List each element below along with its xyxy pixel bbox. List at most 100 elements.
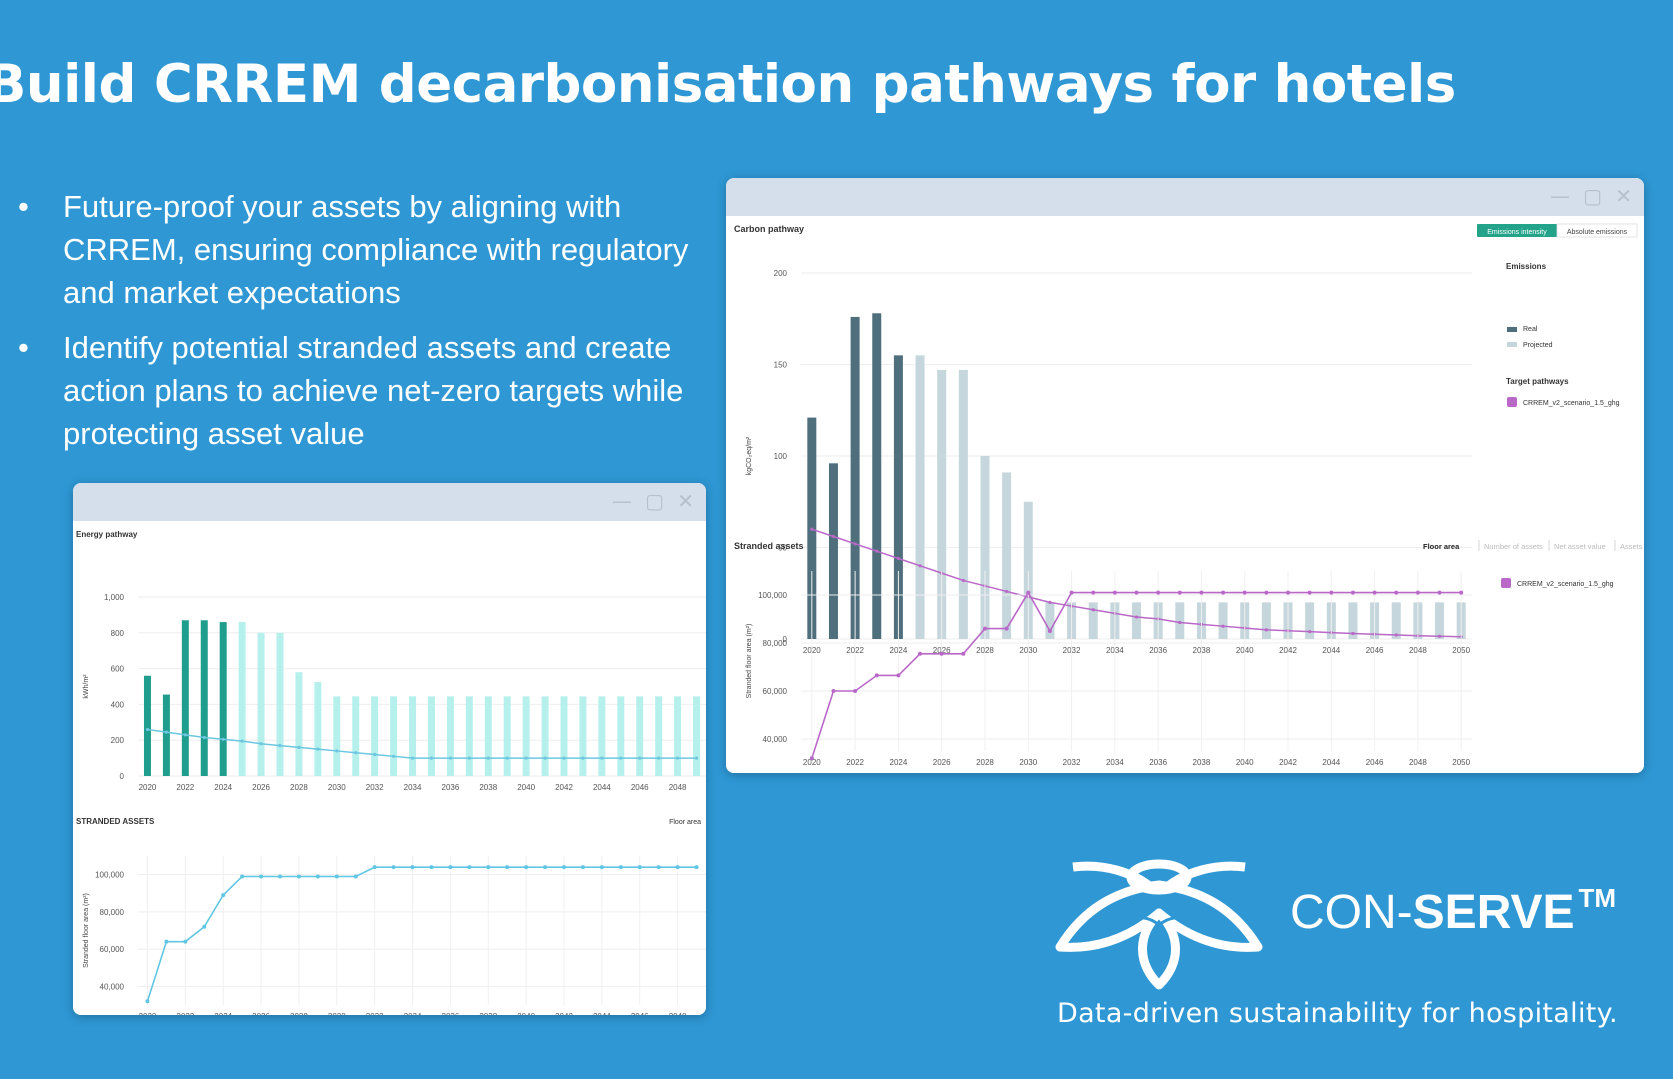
pathway-point xyxy=(467,756,471,760)
pathway-point xyxy=(202,735,206,740)
y-tick-label: 100 xyxy=(774,452,788,461)
bar-projected xyxy=(1088,602,1098,639)
pathway-point xyxy=(354,751,358,755)
x-tick-label: 2034 xyxy=(1106,758,1124,767)
trademark-mark: TM xyxy=(1578,883,1617,913)
pathway-point xyxy=(335,749,339,753)
x-tick-label: 2040 xyxy=(1236,758,1254,767)
stranded-point xyxy=(543,865,548,870)
pathway-point xyxy=(524,756,528,760)
bar-projected xyxy=(333,696,341,776)
bar-projected xyxy=(390,696,398,776)
pathway-point xyxy=(1394,633,1398,637)
stranded-point xyxy=(675,865,680,870)
stranded-point xyxy=(853,689,858,693)
y-tick-label: 50 xyxy=(778,544,787,553)
close-icon[interactable]: ✕ xyxy=(677,489,694,513)
stranded-point xyxy=(1286,590,1291,595)
tab-assets-list[interactable]: Assets list xyxy=(1620,542,1644,551)
stranded-point xyxy=(391,865,396,870)
pathway-point xyxy=(1048,600,1052,604)
bar-projected xyxy=(409,696,417,776)
x-tick-label: 2022 xyxy=(176,1012,194,1015)
tab-floor-area[interactable]: Floor area xyxy=(1423,542,1460,551)
bullet-item: • Identify potential stranded assets and … xyxy=(18,326,698,455)
pathway-point xyxy=(810,527,814,531)
x-tick-label: 2036 xyxy=(1149,758,1167,767)
bar-projected xyxy=(314,682,322,776)
y-tick-label: 200 xyxy=(111,736,125,745)
stranded-point xyxy=(410,865,415,870)
stranded-point xyxy=(1156,590,1161,595)
bullet-list: • Future-proof your assets by aligning wi… xyxy=(18,185,698,467)
stranded-point xyxy=(278,874,282,879)
stranded-point xyxy=(145,999,150,1004)
bar-projected xyxy=(1002,472,1012,639)
bar-projected xyxy=(1132,602,1141,639)
bar-projected xyxy=(446,696,454,776)
stranded-point xyxy=(240,874,245,879)
con-serve-logo-icon xyxy=(1055,859,1263,990)
x-tick-label: 2032 xyxy=(366,783,384,792)
pathway-point xyxy=(961,578,965,583)
minimize-icon[interactable]: — xyxy=(1550,184,1570,208)
bullet-text: Future-proof your assets by aligning wit… xyxy=(63,189,689,310)
bar-projected xyxy=(276,632,284,776)
x-tick-label: 2038 xyxy=(479,783,497,792)
x-tick-label: 2036 xyxy=(442,1012,460,1015)
pathway-point xyxy=(896,556,901,561)
x-tick-label: 2028 xyxy=(976,758,994,767)
stranded-point xyxy=(1459,590,1464,595)
pathway-point xyxy=(183,733,187,737)
y-tick-label: 600 xyxy=(111,665,125,674)
bar-projected xyxy=(674,696,682,776)
pathway-point xyxy=(1308,630,1312,634)
pathway-point xyxy=(278,743,282,748)
bar-projected xyxy=(484,696,492,776)
x-tick-label: 2026 xyxy=(252,1012,270,1015)
chart-title: Stranded assets xyxy=(734,541,804,551)
pathway-point xyxy=(145,727,150,732)
stranded-point xyxy=(334,874,339,879)
bar-projected xyxy=(427,696,435,776)
toggle-absolute-emissions[interactable] xyxy=(1556,223,1638,238)
pathway-point xyxy=(853,542,857,546)
x-tick-label: 2046 xyxy=(1366,758,1384,767)
x-tick-label: 2020 xyxy=(139,783,157,792)
pathway-point xyxy=(1351,631,1355,636)
bar-real xyxy=(162,694,170,776)
legend-checkbox[interactable] xyxy=(1501,578,1511,588)
y-tick-label: 40,000 xyxy=(100,982,125,991)
pathway-point xyxy=(164,730,168,734)
tab-floor-area[interactable]: Floor area xyxy=(669,819,701,826)
stranded-point xyxy=(580,865,585,870)
pathway-point xyxy=(1437,634,1442,638)
y-axis-label: Stranded floor area (m²) xyxy=(83,893,90,968)
stranded-point xyxy=(372,865,377,870)
legend-checkbox[interactable] xyxy=(1507,397,1517,407)
bar-real xyxy=(828,463,838,639)
close-icon[interactable]: ✕ xyxy=(1615,184,1632,208)
stranded-point xyxy=(599,865,604,870)
x-tick-label: 2022 xyxy=(846,758,864,767)
tab-number-of-assets[interactable]: Number of assets xyxy=(1484,542,1543,551)
y-tick-label: 100,000 xyxy=(758,591,787,600)
bar-projected xyxy=(238,622,246,776)
x-tick-label: 2042 xyxy=(555,1012,573,1015)
pathway-point xyxy=(297,745,301,749)
pathway-point xyxy=(1178,620,1182,625)
maximize-icon[interactable]: ▢ xyxy=(645,489,664,513)
y-tick-label: 60,000 xyxy=(763,687,788,696)
toggle-absolute-emissions-label: Absolute emissions xyxy=(1567,229,1628,236)
stranded-point xyxy=(429,865,434,870)
carbon-dashboard-canvas: Carbon pathway Emissions intensity Absolut… xyxy=(734,223,1644,767)
toggle-emissions-intensity[interactable] xyxy=(1477,224,1557,237)
legend-label: CRREM_v2_scenario_1.5_ghg xyxy=(1517,581,1614,588)
bar-projected xyxy=(937,369,947,639)
x-tick-label: 2032 xyxy=(366,1012,384,1015)
minimize-icon[interactable]: — xyxy=(612,489,632,513)
tab-net-asset-value[interactable]: Net asset value xyxy=(1554,542,1606,551)
maximize-icon[interactable]: ▢ xyxy=(1583,184,1602,208)
chart-title: Energy pathway xyxy=(76,530,138,539)
stranded-point xyxy=(183,939,188,944)
